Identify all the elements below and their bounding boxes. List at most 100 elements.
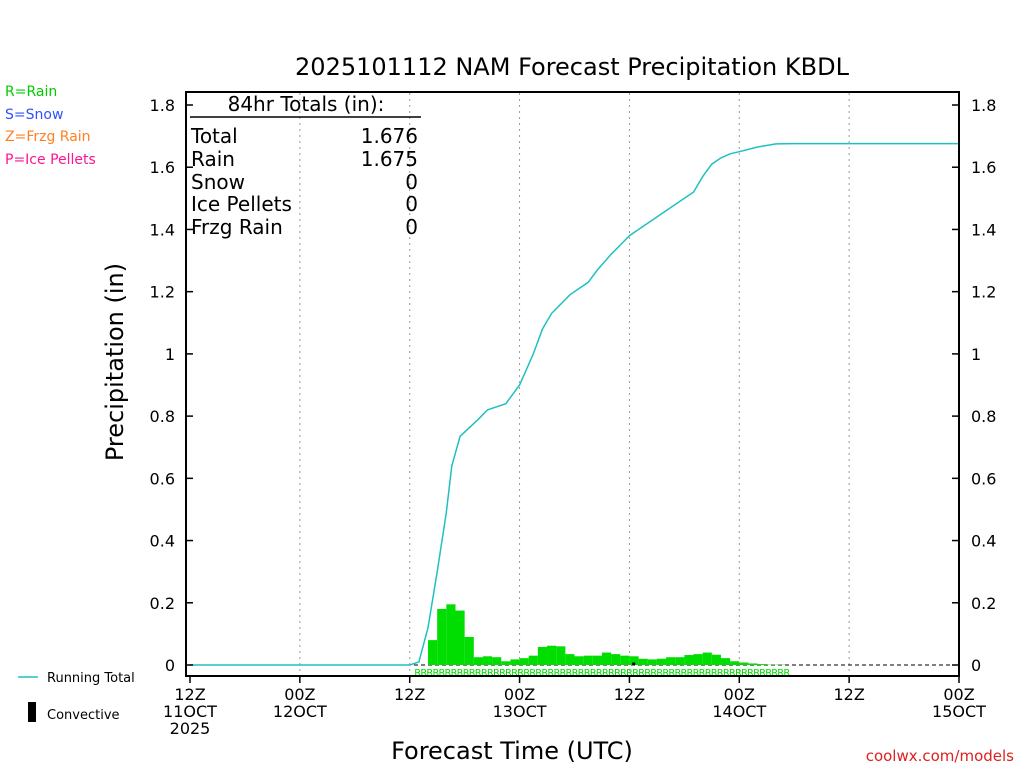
running-total-legend-label: Running Total [47, 671, 135, 686]
precip-bar [739, 662, 749, 665]
totals-value-total: 1.676 [361, 124, 418, 148]
precip-bar [601, 652, 612, 665]
precip-bar [684, 655, 694, 665]
rain-type-marker: R [741, 668, 748, 679]
rain-type-marker: R [632, 668, 639, 679]
totals-value-frzg-rain: 0 [405, 215, 418, 239]
rain-type-marker: R [438, 668, 445, 679]
precip-bar [537, 646, 548, 665]
convective-bar [632, 662, 636, 665]
precip-bar [455, 610, 465, 665]
x-tick-label: 13OCT [493, 702, 547, 721]
y-tick-label-right: 0 [971, 656, 981, 675]
rain-type-marker: R [529, 668, 536, 679]
rain-type-marker: R [469, 668, 476, 679]
y-tick-label-right: 1.8 [971, 96, 996, 115]
y-tick-label-right: 1.4 [971, 220, 996, 239]
totals-label-ice-pellets: Ice Pellets [191, 192, 292, 216]
rain-type-marker: R [680, 668, 687, 679]
rain-type-marker: R [602, 668, 609, 679]
rain-type-marker: R [687, 668, 694, 679]
precip-bar [473, 657, 483, 665]
totals-value-ice-pellets: 0 [405, 192, 418, 216]
x-tick-label: 12Z [833, 685, 864, 704]
rain-type-marker: R [541, 668, 548, 679]
running-total-line [190, 142, 959, 666]
rain-type-marker: R [644, 668, 651, 679]
rain-type-marker: R [777, 668, 784, 679]
precip-bar [647, 659, 657, 665]
bottom-legend: Running Total Convective [18, 671, 135, 723]
precip-bar [565, 654, 575, 665]
legend-ice-pellets: P=Ice Pellets [5, 152, 96, 168]
rain-type-marker: R [559, 668, 566, 679]
x-tick-label: 11OCT [163, 702, 217, 721]
rain-type-marker: R [426, 668, 433, 679]
rain-type-marker: R [493, 668, 500, 679]
precip-bar [492, 657, 502, 665]
totals-value-rain: 1.675 [361, 147, 418, 171]
convective-legend-label: Convective [47, 708, 120, 723]
rain-type-marker: R [463, 668, 470, 679]
rain-type-marker: R [457, 668, 464, 679]
x-tick-label: 00Z [943, 685, 974, 704]
y-tick-label-right: 1 [971, 345, 981, 364]
rain-type-marker: R [590, 668, 597, 679]
rain-type-marker: R [626, 668, 633, 679]
plot-frame [185, 91, 960, 677]
x-tick-label: 00Z [724, 685, 755, 704]
y-tick-label-left: 1 [165, 345, 175, 364]
x-tick-label: 14OCT [712, 702, 766, 721]
precip-bar [611, 654, 621, 665]
y-tick-label-right: 1.6 [971, 158, 996, 177]
precip-bar [656, 658, 667, 665]
rain-type-marker: R [566, 668, 573, 679]
rain-type-marker: R [414, 668, 421, 679]
rain-type-marker: R [620, 668, 627, 679]
precip-bar [693, 654, 703, 665]
credit-text: coolwx.com/models [866, 747, 1014, 765]
precip-bar [547, 645, 557, 665]
rain-type-marker: R [650, 668, 657, 679]
rain-type-marker: R [723, 668, 730, 679]
rain-type-marker: R [783, 668, 790, 679]
rain-type-marker: R [445, 668, 452, 679]
rain-type-marker: R [717, 668, 724, 679]
rain-type-marker: R [747, 668, 754, 679]
rain-type-marker: R [572, 668, 579, 679]
rain-type-marker: R [547, 668, 554, 679]
totals-label-frzg-rain: Frzg Rain [191, 215, 283, 239]
totals-label-rain: Rain [191, 147, 235, 171]
rain-type-marker: R [638, 668, 645, 679]
rain-type-marker: R [608, 668, 615, 679]
precip-bar [702, 652, 712, 665]
rain-type-marker: R [535, 668, 542, 679]
totals-box: 84hr Totals (in): Total 1.676 Rain 1.675… [190, 92, 421, 239]
y-tick-label-left: 1.6 [150, 158, 175, 177]
rain-type-marker: R [505, 668, 512, 679]
vertical-gridlines [190, 93, 959, 675]
precip-bar [482, 656, 493, 665]
x-tick-label: 00Z [284, 685, 315, 704]
rain-type-marker: R [729, 668, 736, 679]
precip-bar [620, 655, 630, 665]
y-axis: 0 00.2 0.20.4 0.40.6 0.60.8 0.81 11.2 1.21.4 1.4… [150, 96, 997, 675]
rain-type-marker: R [584, 668, 591, 679]
rain-type-marker: R [735, 668, 742, 679]
precip-bar [501, 661, 511, 665]
rain-type-marker: R [596, 668, 603, 679]
precip-bar [757, 664, 767, 665]
totals-label-total: Total [190, 124, 238, 148]
rain-type-marker: R [656, 668, 663, 679]
rain-type-marker: R [451, 668, 458, 679]
precip-bar [428, 640, 438, 665]
x-tick-label: 12Z [614, 685, 645, 704]
convective-swatch [28, 702, 36, 722]
rain-type-marker: R [705, 668, 712, 679]
precip-bar [510, 659, 520, 665]
y-tick-label-left: 0.4 [150, 532, 175, 551]
precip-bar [437, 609, 447, 665]
x-tick-label: 2025 [170, 719, 211, 738]
